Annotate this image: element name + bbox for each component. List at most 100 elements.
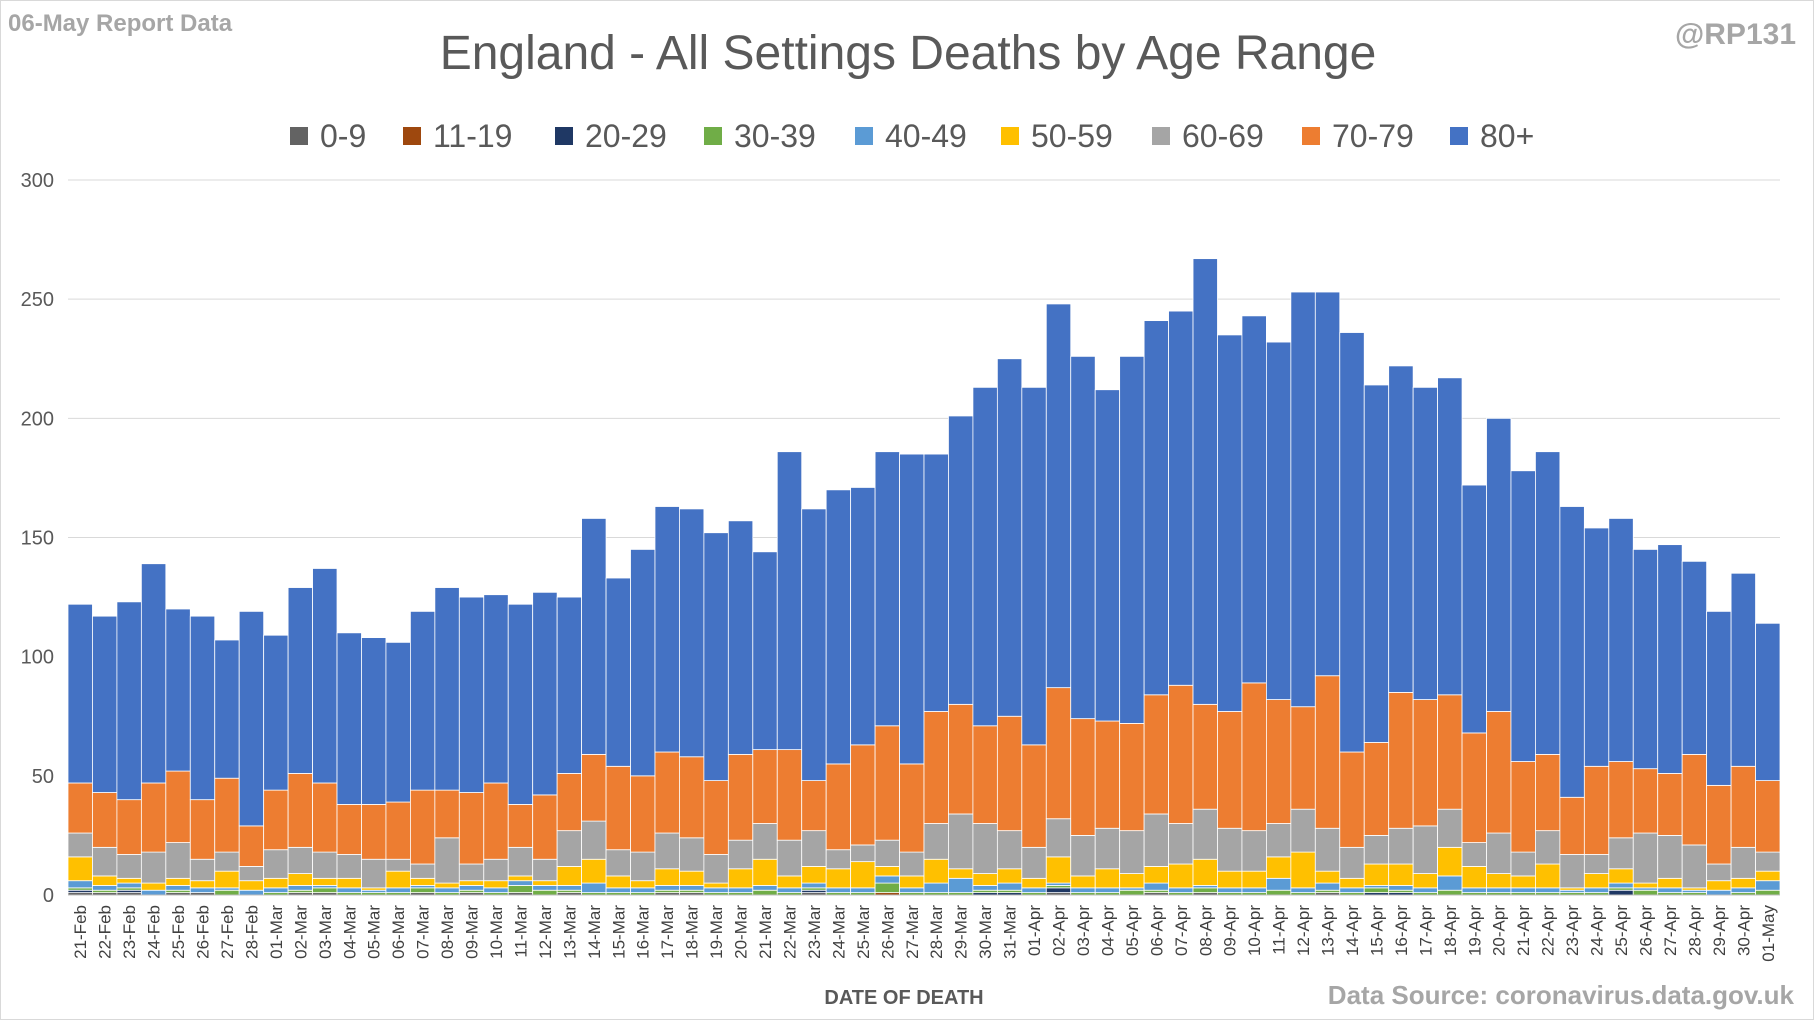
bar-segment bbox=[287, 773, 313, 848]
x-tick-label: 29-Mar bbox=[952, 905, 971, 959]
bar-segment bbox=[1119, 355, 1145, 724]
bar-segment bbox=[532, 889, 558, 896]
bar-segment bbox=[238, 610, 265, 827]
bar-segment bbox=[1070, 718, 1096, 836]
bar-segment bbox=[752, 823, 778, 860]
x-tick-label: 03-Apr bbox=[1074, 905, 1093, 956]
bar-segment bbox=[1192, 858, 1218, 886]
bar-segment bbox=[1266, 877, 1292, 891]
bar-segment bbox=[776, 749, 803, 841]
bar-segment bbox=[776, 887, 803, 894]
bar-segment bbox=[458, 863, 485, 882]
bar-segment bbox=[1583, 873, 1610, 889]
bar-segment bbox=[996, 868, 1023, 884]
bar-segment bbox=[556, 773, 583, 832]
bar-segment bbox=[1486, 873, 1512, 889]
bar-segment bbox=[1241, 887, 1267, 894]
bar-segment bbox=[727, 753, 754, 841]
bar-segment bbox=[263, 849, 289, 879]
bar-segment bbox=[1314, 882, 1341, 891]
x-tick-label: 25-Apr bbox=[1612, 905, 1631, 956]
bar-segment bbox=[532, 885, 558, 891]
bar-segment bbox=[1192, 703, 1218, 810]
bar-segment bbox=[1583, 854, 1610, 874]
bar-segment bbox=[679, 870, 705, 886]
legend-swatch bbox=[1302, 127, 1320, 145]
bar-segment bbox=[1461, 732, 1487, 843]
bar-segment bbox=[189, 880, 216, 889]
bar-segment bbox=[434, 837, 460, 884]
bar-segment bbox=[67, 880, 93, 889]
bar-segment bbox=[1045, 856, 1072, 884]
bar-segment bbox=[1266, 823, 1292, 858]
x-tick-label: 14-Mar bbox=[585, 905, 604, 959]
bar-segment bbox=[458, 596, 485, 793]
legend-swatch bbox=[403, 127, 421, 145]
bar-segment bbox=[92, 615, 118, 793]
bar-segment bbox=[532, 880, 558, 886]
bar-segment bbox=[923, 453, 949, 712]
bar-segment bbox=[1559, 854, 1585, 889]
bar-segment bbox=[972, 823, 998, 874]
bar-segment bbox=[1608, 882, 1634, 889]
x-tick-label: 28-Apr bbox=[1685, 905, 1704, 956]
bar-segment bbox=[336, 632, 362, 805]
bar-segment bbox=[116, 854, 142, 879]
bar-segment bbox=[1583, 887, 1610, 894]
x-tick-label: 19-Mar bbox=[707, 905, 726, 959]
bar-segment bbox=[727, 868, 754, 889]
bar-segment bbox=[361, 804, 387, 860]
bar-segment bbox=[825, 849, 852, 870]
x-tick-label: 22-Mar bbox=[780, 905, 799, 959]
bar-segment bbox=[263, 877, 289, 889]
bar-segment bbox=[1168, 863, 1194, 889]
bar-segment bbox=[1388, 863, 1414, 886]
bar-segment bbox=[1266, 341, 1292, 700]
bar-segment bbox=[1559, 506, 1585, 798]
bar-segment bbox=[1681, 753, 1708, 846]
bar-segment bbox=[214, 777, 240, 853]
bar-segment bbox=[1632, 768, 1659, 834]
bar-segment bbox=[165, 770, 191, 843]
bar-segment bbox=[189, 615, 216, 801]
x-tick-label: 15-Mar bbox=[609, 905, 628, 959]
bar-segment bbox=[801, 780, 827, 832]
bar-segment bbox=[1363, 863, 1390, 886]
legend-label: 30-39 bbox=[734, 118, 816, 154]
y-tick-label: 0 bbox=[43, 885, 54, 907]
author-handle: @RP131 bbox=[1675, 18, 1796, 51]
bar-segment bbox=[1583, 527, 1610, 767]
bar-segment bbox=[287, 587, 313, 774]
x-tick-label: 21-Mar bbox=[756, 905, 775, 959]
bar-segment bbox=[1755, 622, 1781, 781]
bar-segment bbox=[385, 801, 411, 860]
bar-segment bbox=[238, 880, 265, 891]
bar-segment bbox=[483, 887, 509, 894]
bar-segment bbox=[1290, 291, 1316, 708]
bar-segment bbox=[67, 856, 93, 882]
bar-segment bbox=[850, 844, 876, 863]
x-tick-label: 16-Apr bbox=[1392, 905, 1411, 956]
bar-segment bbox=[1755, 851, 1781, 872]
x-tick-label: 08-Mar bbox=[438, 905, 457, 959]
bar-segment bbox=[752, 858, 778, 886]
bar-segment bbox=[483, 880, 509, 889]
bar-segment bbox=[1290, 887, 1316, 894]
bar-segment bbox=[1119, 830, 1145, 874]
bar-segment bbox=[140, 563, 167, 784]
bar-segment bbox=[507, 603, 534, 805]
bar-segment bbox=[1070, 355, 1096, 720]
bar-segment bbox=[116, 882, 142, 889]
x-tick-label: 08-Apr bbox=[1196, 905, 1215, 956]
legend-label: 20-29 bbox=[585, 118, 667, 154]
bar-segment bbox=[1657, 544, 1683, 774]
x-tick-label: 27-Feb bbox=[218, 905, 237, 959]
bar-segment bbox=[458, 792, 485, 865]
x-tick-label: 21-Feb bbox=[71, 905, 90, 959]
bar-segment bbox=[679, 837, 705, 872]
bar-segment bbox=[1143, 813, 1169, 867]
y-tick-label: 100 bbox=[21, 647, 54, 669]
bar-segment bbox=[1755, 870, 1781, 882]
bar-segment bbox=[1314, 870, 1341, 884]
bar-segment bbox=[1266, 699, 1292, 824]
